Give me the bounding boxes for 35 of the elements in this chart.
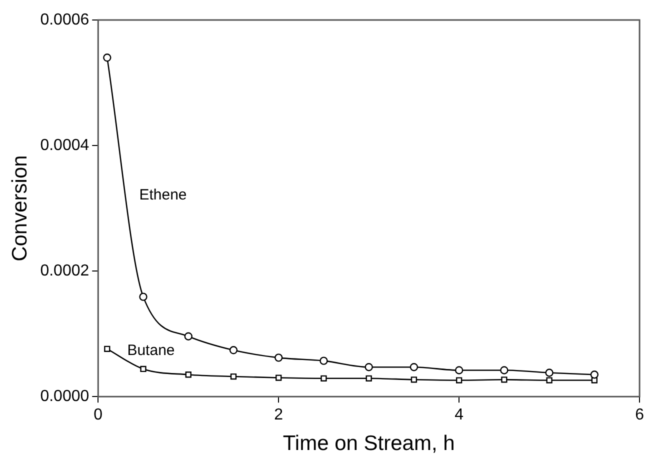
point — [364, 363, 373, 372]
series-label: Butane — [127, 342, 175, 360]
point — [320, 356, 328, 365]
y-tick-label: 0.0006 — [40, 11, 90, 28]
point — [139, 292, 148, 301]
point — [274, 354, 283, 362]
point — [185, 372, 192, 378]
point — [184, 332, 192, 340]
point — [501, 376, 508, 383]
point — [366, 375, 372, 382]
point — [500, 366, 508, 374]
point — [229, 346, 238, 354]
x-tick-label: 6 — [635, 406, 644, 424]
x-axis-title: Time on Stream, h — [282, 432, 455, 456]
y-axis-title: Conversion — [8, 155, 32, 262]
x-tick-label: 4 — [454, 406, 464, 424]
point — [546, 377, 552, 384]
point — [545, 368, 554, 377]
x-tick-label: 0 — [94, 406, 103, 424]
point — [140, 366, 146, 372]
point — [230, 373, 237, 380]
point — [410, 376, 418, 383]
point — [410, 363, 418, 372]
point — [103, 54, 112, 62]
y-tick-label: 0.0002 — [40, 262, 90, 280]
point — [454, 366, 464, 374]
point — [104, 346, 110, 352]
y-tick-label: 0.0004 — [40, 136, 90, 154]
point — [590, 370, 599, 379]
x-tick-label: 2 — [274, 406, 284, 424]
point — [456, 377, 462, 384]
point — [276, 374, 282, 381]
series-label: Ethene — [139, 186, 187, 204]
point — [320, 375, 327, 382]
y-tick-label: 0.0000 — [40, 388, 90, 406]
